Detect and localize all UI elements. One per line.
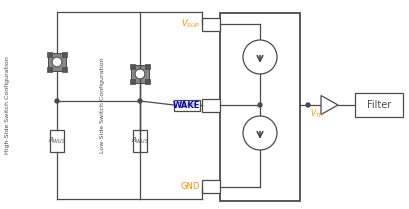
Bar: [47, 52, 52, 57]
Bar: [131, 65, 148, 83]
Bar: [202, 98, 220, 111]
Text: $R_{WUS}$: $R_{WUS}$: [48, 136, 66, 146]
Bar: [173, 99, 200, 111]
Bar: [202, 181, 220, 194]
Text: WAKE: WAKE: [172, 101, 200, 110]
Text: High-Side Switch Configuration: High-Side Switch Configuration: [5, 56, 11, 154]
Bar: [50, 130, 64, 152]
Circle shape: [257, 103, 261, 107]
Bar: [62, 67, 67, 72]
Text: $V_{TH}$: $V_{TH}$: [309, 108, 324, 121]
Bar: [145, 64, 150, 69]
Bar: [130, 79, 135, 84]
Circle shape: [243, 40, 276, 74]
Circle shape: [52, 57, 62, 67]
Bar: [62, 52, 67, 57]
Bar: [145, 79, 150, 84]
Polygon shape: [320, 96, 337, 115]
Text: $R_{SERIES}$: $R_{SERIES}$: [176, 101, 197, 110]
Text: GND: GND: [180, 182, 200, 191]
Bar: [47, 67, 52, 72]
Text: Low-Side Switch Configuration: Low-Side Switch Configuration: [100, 57, 105, 153]
Circle shape: [55, 99, 59, 103]
Bar: [130, 64, 135, 69]
Bar: [202, 18, 220, 31]
Bar: [133, 130, 147, 152]
Bar: [48, 53, 66, 71]
Text: $R_{WUS}$: $R_{WUS}$: [130, 136, 149, 146]
Circle shape: [243, 116, 276, 150]
Bar: [354, 93, 402, 117]
Bar: [220, 13, 299, 201]
Circle shape: [305, 103, 309, 107]
Circle shape: [138, 99, 142, 103]
Text: Filter: Filter: [366, 100, 390, 110]
Circle shape: [135, 69, 144, 79]
Text: $V_{SUP}$: $V_{SUP}$: [180, 18, 200, 30]
